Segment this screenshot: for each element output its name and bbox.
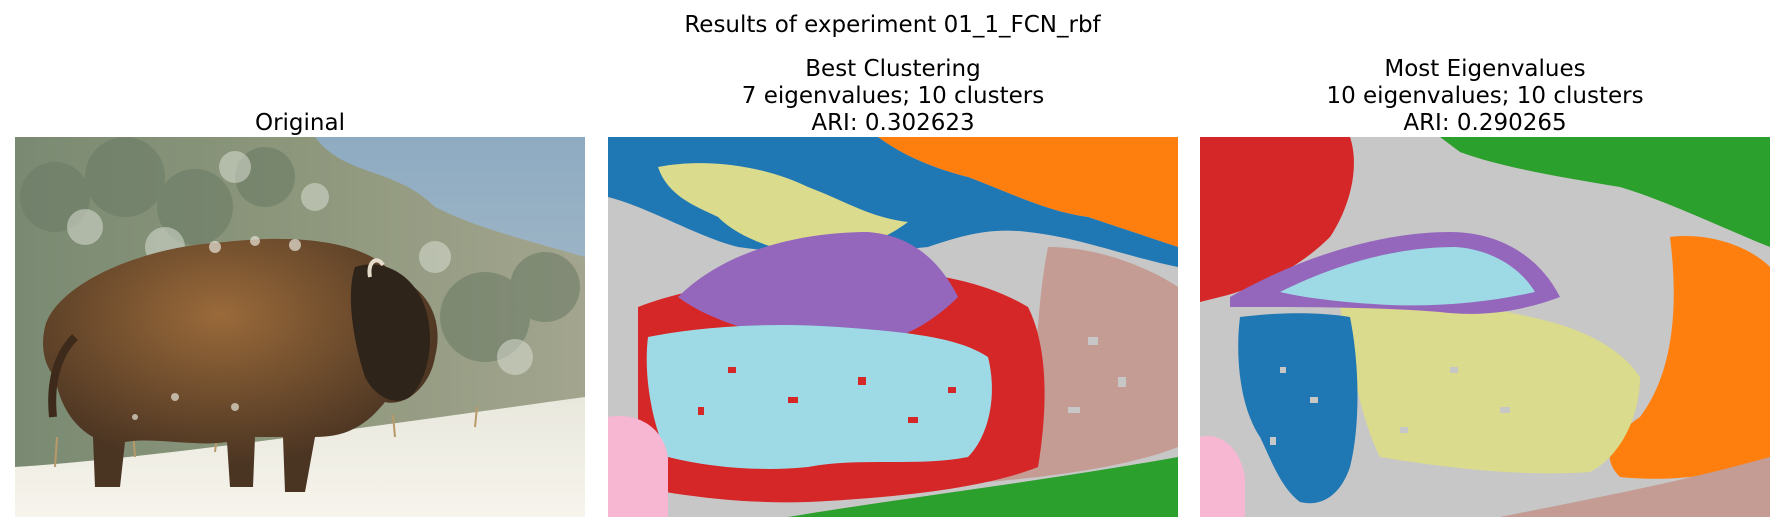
panel-title-line: 7 eigenvalues; 10 clusters: [741, 83, 1045, 109]
panel-title-line: Original: [254, 110, 345, 136]
best-clustering-segmentation: [608, 137, 1178, 517]
figure-title: Results of experiment 01_1_FCN_rbf: [684, 12, 1101, 38]
most-eigenvalues-segmentation: [1200, 137, 1770, 517]
original-image: [15, 137, 585, 517]
panel-most-eigenvalues: Most Eigenvalues 10 eigenvalues; 10 clus…: [1200, 0, 1770, 532]
panel-original: Original: [15, 0, 585, 532]
panel-title-line: ARI: 0.290265: [1403, 110, 1567, 136]
panel-title: Best Clustering 7 eigenvalues; 10 cluste…: [608, 56, 1178, 137]
panel-title-line: Best Clustering: [805, 56, 981, 82]
panel-title-line: Most Eigenvalues: [1384, 56, 1586, 82]
panel-title-line: ARI: 0.302623: [811, 110, 975, 136]
panel-title: Original: [15, 110, 585, 137]
panel-best-clustering: Best Clustering 7 eigenvalues; 10 cluste…: [608, 0, 1178, 532]
panel-title-line: 10 eigenvalues; 10 clusters: [1326, 83, 1644, 109]
panel-title: Most Eigenvalues 10 eigenvalues; 10 clus…: [1200, 56, 1770, 137]
